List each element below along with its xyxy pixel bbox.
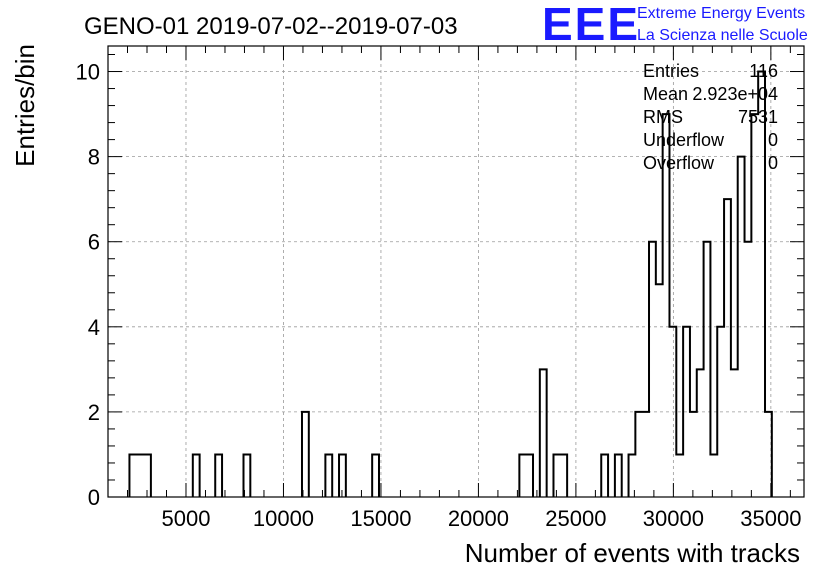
histogram-bin (519, 454, 526, 497)
x-tick-label: 25000 (545, 506, 606, 531)
eee-logo-mark: EEE (542, 0, 640, 50)
histogram-bin (690, 412, 697, 497)
y-tick-label: 2 (88, 400, 100, 425)
x-tick-label: 35000 (740, 506, 801, 531)
histogram-bars (128, 70, 773, 497)
histogram-bin (724, 199, 731, 497)
stats-box: Entries 116 Mean 2.923e+04 RMS 7531 Underflow 0… (643, 61, 778, 173)
stats-value: 0 (768, 130, 778, 150)
axis-ticks (108, 46, 804, 497)
tick-labels: 5000 10000 15000 20000 25000 30000 35000 0 2 4 6 8 1… (76, 60, 802, 531)
histogram-bin (731, 369, 738, 497)
eee-logo-line1: Extreme Energy Events (637, 5, 805, 22)
stats-row: RMS 7531 (643, 107, 778, 127)
histogram-bin (710, 454, 717, 497)
x-tick-label: 20000 (448, 506, 509, 531)
histogram-bin (642, 412, 649, 497)
histogram-bin (302, 412, 309, 497)
histogram-bin (540, 369, 547, 497)
stats-label: Overflow (643, 153, 715, 173)
histogram-outline (128, 70, 773, 497)
histogram-bin (526, 454, 533, 497)
stats-row: Underflow 0 (643, 130, 778, 150)
histogram-bin (649, 242, 656, 497)
stats-value: 116 (749, 61, 778, 81)
histogram-bin (758, 72, 765, 497)
stats-label: Underflow (643, 130, 725, 150)
x-tick-label: 5000 (162, 506, 211, 531)
stats-label: Entries (643, 61, 699, 81)
x-tick-label: 10000 (253, 506, 314, 531)
histogram-bin (325, 454, 332, 497)
histogram-bin (601, 454, 608, 497)
y-tick-label: 8 (88, 145, 100, 170)
histogram-bin (560, 454, 567, 497)
histogram-bin (372, 454, 379, 497)
histogram-bin (635, 412, 642, 497)
y-tick-label: 6 (88, 230, 100, 255)
histogram-bin (656, 284, 663, 497)
stats-label: RMS (643, 107, 683, 127)
y-tick-label: 4 (88, 315, 100, 340)
histogram-bin (697, 369, 704, 497)
x-axis-label: Number of events with tracks (465, 538, 800, 568)
plot-frame (107, 45, 805, 498)
y-tick-label: 0 (88, 485, 100, 510)
histogram-bin (676, 454, 683, 497)
histogram-bin (745, 242, 752, 497)
y-axis-label: Entries/bin (10, 44, 40, 167)
histogram-bin (193, 454, 200, 497)
grid-lines (108, 46, 804, 497)
y-tick-label: 10 (76, 60, 100, 85)
eee-logo-line2: La Scienza nelle Scuole (637, 27, 808, 44)
histogram-bin (140, 454, 151, 497)
stats-value: 7531 (738, 107, 778, 127)
histogram-bin (129, 454, 140, 497)
histogram-bin (751, 114, 758, 497)
eee-logo: EEE Extreme Energy Events La Scienza nel… (542, 0, 808, 50)
stats-row: Mean 2.923e+04 (643, 84, 778, 104)
stats-row: Overflow 0 (643, 153, 778, 173)
stats-value: 2.923e+04 (692, 84, 778, 104)
chart-title: GENO-01 2019-07-02--2019-07-03 (84, 13, 458, 40)
stats-row: Entries 116 (643, 61, 778, 81)
x-tick-label: 30000 (643, 506, 704, 531)
histogram-bin (704, 242, 711, 497)
x-tick-label: 15000 (350, 506, 411, 531)
histogram-bin (215, 454, 222, 497)
stats-value: 0 (768, 153, 778, 173)
stats-label: Mean (643, 84, 688, 104)
histogram-bin (615, 454, 622, 497)
